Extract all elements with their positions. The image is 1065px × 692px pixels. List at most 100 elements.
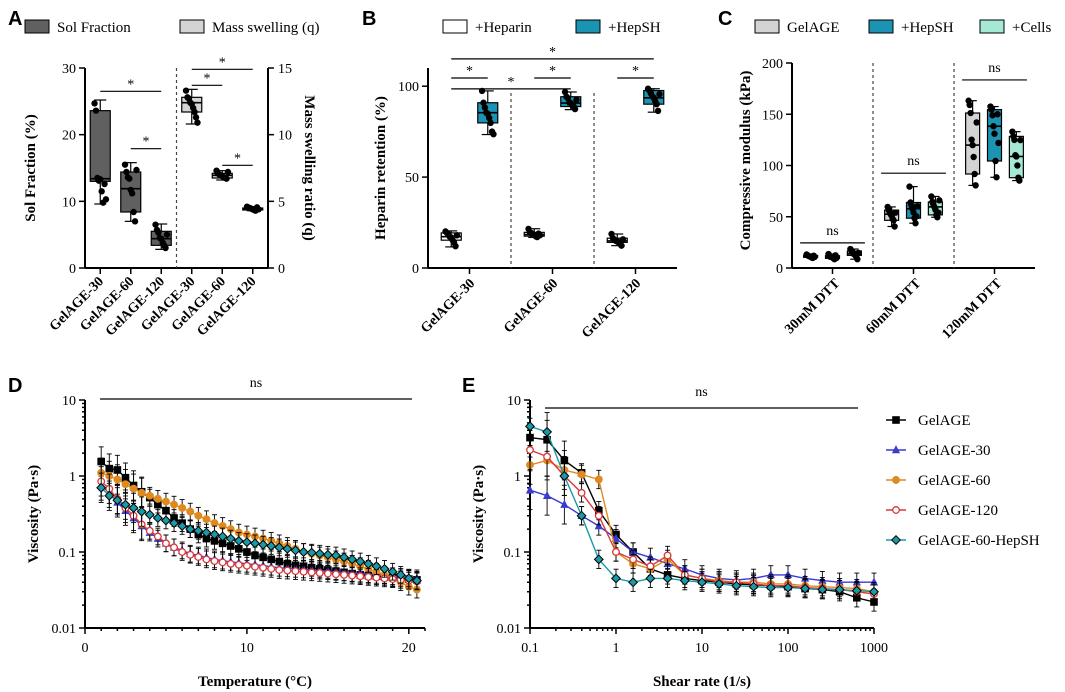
panel-e-legend-label: GelAGE-60-HepSH xyxy=(918,533,1040,549)
panel-d-point-gelage-60-hepsh xyxy=(298,546,309,558)
panel-d-point-gelage-60-hepsh xyxy=(136,506,147,517)
panel-e-point-gelage-60-hepsh xyxy=(817,584,828,595)
panel-b-box-heparin xyxy=(523,225,545,241)
panel-a-box-swelling-point xyxy=(223,175,230,182)
panel-b-legend-hepsh-label: +HepSH xyxy=(608,20,661,36)
panel-a-box-swelling-point xyxy=(182,87,190,94)
panel-c-box-gelage-point xyxy=(890,217,897,224)
panel-c-box-cells-point xyxy=(1013,153,1020,160)
panel-d-point-gelage-60 xyxy=(153,494,162,503)
panel-d-x-tick-label: 0 xyxy=(82,641,89,656)
panel-a-box-sol-point xyxy=(130,208,137,216)
panel-a-box-swelling xyxy=(211,167,233,182)
panel-a-y2-title: Mass swelling ratio (q) xyxy=(301,95,317,240)
panel-e-y-tick-label: 0.01 xyxy=(497,622,522,637)
panel-d-point-gelage-60-hepsh xyxy=(193,525,204,536)
panel-c-sig-label: ns xyxy=(826,224,838,239)
panel-c-box-cells xyxy=(927,193,943,221)
panel-c-box-gelage-point xyxy=(973,119,980,126)
panel-d-point-gelage-120 xyxy=(202,555,211,564)
panel-c-box-cells-point xyxy=(1016,177,1023,184)
panel-a-box-sol xyxy=(150,221,172,252)
panel-a-box-sol-point xyxy=(126,175,133,182)
panel-d-point-gelage-60-hepsh xyxy=(185,524,196,535)
panel-e-legend-label: GelAGE-120 xyxy=(918,503,998,519)
panel-d-point-gelage-120 xyxy=(364,572,373,581)
panel-b-chart: +Heparin +HepSH 0 50 100 GelAGE-30 GelAGE-60 Ge… xyxy=(373,19,677,341)
panel-d-point-gelage-120 xyxy=(315,569,324,577)
panel-d-point-gelage-120 xyxy=(145,526,154,535)
panel-d-series-3 xyxy=(97,466,421,591)
panel-d-point-gelage-60 xyxy=(210,519,219,528)
panel-e-point-gelage-30 xyxy=(542,490,552,500)
panel-d-point-gelage-60-hepsh xyxy=(395,569,406,580)
panel-d-point-gelage-120 xyxy=(170,543,178,552)
panel-b-box-hepsh-point xyxy=(656,90,663,98)
panel-e-point-gelage-60-hepsh xyxy=(714,578,725,589)
panel-e-x-tick-label: 0.1 xyxy=(521,641,539,656)
panel-e-legend-marker xyxy=(892,476,900,484)
panel-d-point-gelage-60-hepsh xyxy=(209,529,220,540)
panel-e-y-tick-label: 0.1 xyxy=(504,546,522,561)
panel-e-y-title: Viscosity (Pa·s) xyxy=(471,465,487,563)
panel-c-sig-label: ns xyxy=(988,61,1000,76)
panel-e-legend-item: GelAGE-60-HepSH xyxy=(886,533,1040,549)
panel-d-point-gelage-120 xyxy=(332,570,340,579)
panel-b-box-hepsh-point xyxy=(573,96,580,104)
panel-c-box-gelage-point xyxy=(892,209,899,216)
panel-c-box-cells-point xyxy=(936,197,943,204)
panel-d-point-gelage-120 xyxy=(162,539,170,548)
panel-c-box-hepsh-point xyxy=(992,157,999,165)
panel-e-point-gelage-30 xyxy=(525,485,535,494)
panel-d-point-gelage-60-hepsh xyxy=(330,550,341,561)
panel-e-point-gelage-60-hepsh xyxy=(559,470,570,482)
panel-d-point-gelage-60-hepsh xyxy=(201,527,212,538)
panel-d-point-gelage-120 xyxy=(267,564,276,573)
panel-a-box-sol xyxy=(89,99,111,206)
panel-d-point-gelage-60-hepsh xyxy=(112,495,123,506)
panel-d-point-gelage-60-hepsh xyxy=(241,537,252,548)
panel-e-point-gelage-60-hepsh xyxy=(679,575,690,586)
panel-c-box-cells xyxy=(1008,128,1024,184)
panel-d-point-gelage-60 xyxy=(121,480,130,489)
panel-e-point-gelage-60-hepsh xyxy=(696,577,708,588)
panel-e-legend-label: GelAGE-30 xyxy=(918,443,990,459)
panel-d-y-title: Viscosity (Pa·s) xyxy=(26,465,42,563)
panel-d-ns-label: ns xyxy=(250,376,262,391)
panel-d-point-gelage-60-hepsh xyxy=(233,535,244,546)
panel-d-point-gelage-120 xyxy=(299,567,308,576)
panel-e-point-gelage-60 xyxy=(594,475,603,484)
panel-e-legend-marker xyxy=(891,445,901,454)
panel-a-sig-label: * xyxy=(143,135,150,150)
panel-d-point-gelage-120 xyxy=(323,569,332,578)
panel-a-left-y-tick-label: 10 xyxy=(62,195,76,210)
panel-e-series-4 xyxy=(524,406,880,602)
panel-a-box-swelling xyxy=(181,87,203,126)
panel-b-sig-label: * xyxy=(466,64,473,79)
panel-d-point-gelage-120 xyxy=(340,570,348,579)
panel-b-box-heparin-point xyxy=(618,242,625,249)
panel-d-point-gelage-120 xyxy=(348,571,357,580)
panel-d-point-gelage-60 xyxy=(129,484,138,493)
panel-c-box-gelage xyxy=(965,97,981,189)
panel-b-sig-label: * xyxy=(632,64,639,79)
panel-e-y-tick-label: 1 xyxy=(514,470,521,485)
panel-d-point-gelage-120 xyxy=(307,568,316,577)
panel-b-box-heparin-point xyxy=(452,242,459,250)
panel-e-point-gelage-30 xyxy=(611,533,621,542)
panel-a-right-y-tick-label: 10 xyxy=(278,129,292,144)
panel-letter-a: A xyxy=(8,8,22,30)
panel-c-x-tick-label: 120mM DTT xyxy=(939,276,1005,342)
panel-b-x-tick-label: GelAGE-120 xyxy=(579,276,644,341)
panel-e-point-gelage-120 xyxy=(543,452,552,461)
panel-b-box-hepsh xyxy=(643,85,665,115)
panel-e-point-gelage-120 xyxy=(577,488,586,497)
panel-e-point-gelage-60 xyxy=(577,470,586,479)
panel-c-box-hepsh-point xyxy=(991,130,998,137)
panel-b-y-title: Heparin retention (%) xyxy=(373,96,389,240)
panel-e-point-gelage-60-hepsh xyxy=(610,573,622,584)
panel-c-sig-label: ns xyxy=(907,154,919,169)
panel-d-line-gelage-30 xyxy=(100,484,417,580)
panel-b-sig-label: * xyxy=(508,75,515,90)
panel-d-point-gelage-60-hepsh xyxy=(322,549,333,560)
